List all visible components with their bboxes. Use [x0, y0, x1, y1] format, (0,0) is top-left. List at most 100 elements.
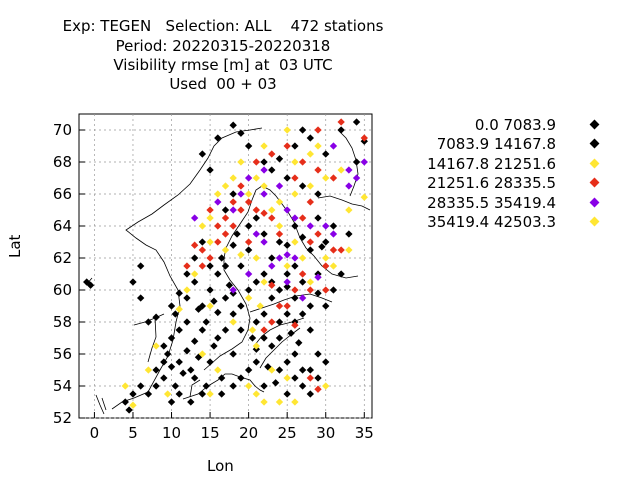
data-point	[287, 329, 295, 337]
data-point	[283, 310, 291, 318]
data-point	[248, 326, 257, 334]
data-point	[260, 182, 268, 190]
x-tick-label: 20	[239, 424, 258, 442]
data-point	[190, 241, 199, 249]
data-point	[329, 222, 338, 230]
data-point	[225, 281, 234, 289]
data-point	[298, 294, 307, 302]
axis-ticks: 0 5 10 15 20 25 30 35 52 54 56 58 60 62 64 66 68 70	[53, 121, 374, 442]
data-point	[314, 273, 322, 281]
data-point	[275, 286, 284, 294]
data-point	[291, 254, 299, 262]
data-point	[268, 342, 276, 350]
data-point	[260, 190, 268, 198]
data-point	[314, 166, 322, 174]
data-point	[152, 342, 160, 350]
data-point	[229, 318, 237, 326]
title-line-3: Visibility rmse [m] at 03 UTC	[113, 56, 333, 74]
y-tick-label: 58	[53, 313, 72, 331]
data-point	[175, 358, 183, 366]
data-point	[260, 238, 268, 246]
data-point	[306, 366, 314, 374]
data-point	[306, 150, 314, 158]
data-point	[237, 206, 245, 214]
data-point	[175, 326, 183, 334]
data-point	[260, 270, 268, 278]
data-points	[83, 118, 368, 414]
data-point	[260, 278, 268, 286]
x-axis-label: Lon	[207, 457, 234, 475]
data-point	[206, 262, 214, 270]
title-line-1: Exp: TEGEN Selection: ALL 472 stations	[62, 17, 384, 35]
data-point	[291, 374, 299, 382]
data-point	[221, 262, 230, 270]
y-tick-label: 66	[53, 185, 72, 203]
data-point	[252, 158, 261, 166]
y-tick-label: 62	[53, 249, 72, 267]
data-point	[252, 318, 261, 326]
data-point	[163, 350, 172, 358]
data-point	[121, 398, 129, 406]
data-point	[306, 222, 314, 230]
data-point	[352, 118, 361, 126]
legend-entry-label: 21251.6 28335.5	[427, 174, 556, 193]
data-point	[260, 334, 268, 342]
data-point	[198, 238, 207, 246]
data-point	[144, 390, 153, 398]
data-point	[275, 302, 284, 310]
data-point	[283, 283, 291, 291]
data-point	[283, 251, 291, 259]
data-point	[244, 246, 253, 254]
data-point	[322, 238, 330, 246]
data-point	[283, 142, 291, 150]
data-point	[283, 374, 291, 382]
data-point	[229, 198, 237, 206]
data-point	[291, 190, 299, 198]
data-point	[252, 230, 261, 238]
data-point	[306, 374, 314, 382]
data-point	[322, 222, 330, 230]
data-point	[268, 254, 276, 262]
data-point	[275, 222, 284, 230]
data-point	[306, 302, 314, 310]
data-point	[175, 390, 183, 398]
y-tick-label: 56	[53, 345, 72, 363]
data-point	[167, 363, 176, 371]
data-point	[322, 150, 330, 158]
data-point	[345, 230, 353, 238]
y-tick-label: 70	[53, 121, 72, 139]
data-point	[221, 246, 230, 254]
data-point	[206, 238, 214, 246]
data-point	[291, 158, 299, 166]
data-point	[314, 230, 322, 238]
data-point	[283, 126, 291, 134]
data-point	[237, 182, 245, 190]
data-point	[337, 246, 345, 254]
data-point	[229, 206, 237, 214]
data-point	[160, 342, 168, 350]
data-point	[314, 190, 322, 198]
data-point	[252, 342, 261, 350]
data-point	[291, 214, 299, 222]
y-tick-label: 68	[53, 153, 72, 171]
data-point	[314, 214, 322, 222]
data-point	[322, 254, 330, 262]
data-point	[217, 374, 226, 382]
y-axis-label: Lat	[6, 234, 24, 258]
data-point	[187, 398, 195, 406]
y-tick-label: 60	[53, 281, 72, 299]
data-point	[298, 254, 307, 262]
x-tick-label: 15	[201, 424, 220, 442]
data-point	[345, 246, 353, 254]
data-point	[244, 142, 253, 150]
data-point	[314, 142, 322, 150]
data-point	[214, 366, 222, 374]
data-point	[360, 193, 368, 201]
data-point	[298, 126, 307, 134]
data-point	[221, 214, 230, 222]
data-point	[268, 214, 276, 222]
data-point	[214, 222, 222, 230]
data-point	[298, 158, 307, 166]
x-tick-label: 10	[162, 424, 181, 442]
data-point	[329, 262, 338, 270]
